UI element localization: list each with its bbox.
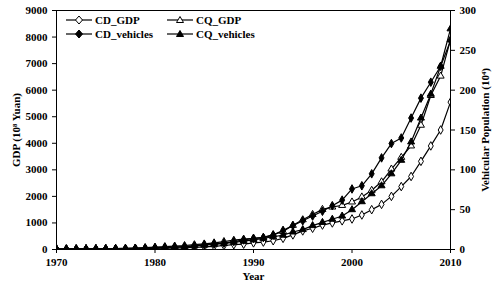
svg-text:0: 0 bbox=[460, 243, 466, 255]
svg-text:Year: Year bbox=[243, 270, 265, 282]
svg-text:300: 300 bbox=[460, 4, 477, 16]
svg-text:250: 250 bbox=[460, 44, 477, 56]
html-text:CD_GDP: CD_GDP bbox=[95, 14, 140, 26]
svg-text:GDP (10⁸ Yuan): GDP (10⁸ Yuan) bbox=[10, 93, 23, 167]
svg-text:4000: 4000 bbox=[26, 137, 49, 149]
html-text:CQ_vehicles: CQ_vehicles bbox=[196, 28, 255, 40]
svg-text:Vehicular Population (10⁴): Vehicular Population (10⁴) bbox=[479, 68, 492, 192]
svg-text:0: 0 bbox=[42, 243, 48, 255]
svg-text:1000: 1000 bbox=[26, 216, 49, 228]
html-text:CD_vehicles: CD_vehicles bbox=[95, 28, 153, 40]
svg-text:7000: 7000 bbox=[26, 57, 49, 69]
svg-text:50: 50 bbox=[460, 203, 472, 215]
svg-text:1980: 1980 bbox=[144, 256, 167, 268]
svg-text:2000: 2000 bbox=[26, 190, 49, 202]
svg-text:2010: 2010 bbox=[440, 256, 463, 268]
svg-text:8000: 8000 bbox=[26, 31, 49, 43]
svg-text:150: 150 bbox=[460, 124, 477, 136]
svg-text:9000: 9000 bbox=[26, 4, 49, 16]
svg-text:200: 200 bbox=[460, 84, 477, 96]
svg-text:5000: 5000 bbox=[26, 110, 49, 122]
html-text:CQ_GDP: CQ_GDP bbox=[196, 14, 242, 26]
svg-text:6000: 6000 bbox=[26, 84, 49, 96]
svg-text:2000: 2000 bbox=[341, 256, 364, 268]
svg-text:100: 100 bbox=[460, 163, 477, 175]
svg-text:3000: 3000 bbox=[26, 163, 49, 175]
svg-text:1970: 1970 bbox=[46, 256, 69, 268]
svg-text:1990: 1990 bbox=[243, 256, 266, 268]
